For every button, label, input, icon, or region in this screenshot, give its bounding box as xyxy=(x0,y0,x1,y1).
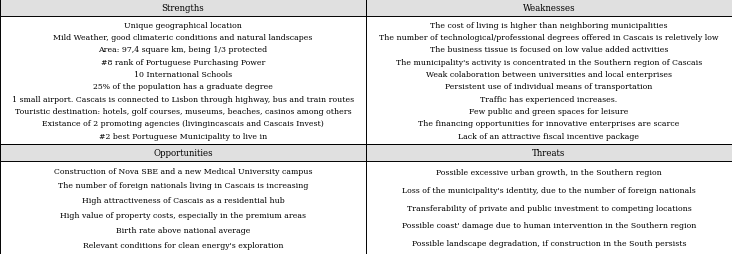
Text: Persistent use of individual means of transportation: Persistent use of individual means of tr… xyxy=(445,83,653,91)
Text: The financing opportunities for innovative enterprises are scarce: The financing opportunities for innovati… xyxy=(418,120,680,128)
Text: #8 rank of Portuguese Purchasing Power: #8 rank of Portuguese Purchasing Power xyxy=(101,58,265,66)
Text: High attractiveness of Cascais as a residential hub: High attractiveness of Cascais as a resi… xyxy=(82,196,284,204)
Text: Unique geographical location: Unique geographical location xyxy=(124,22,242,29)
Text: Possible excessive urban growth, in the Southern region: Possible excessive urban growth, in the … xyxy=(436,168,662,176)
Text: Possible coast' damage due to human intervention in the Southern region: Possible coast' damage due to human inte… xyxy=(402,221,696,229)
Text: Loss of the municipality's identity, due to the number of foreign nationals: Loss of the municipality's identity, due… xyxy=(402,186,696,194)
Text: Construction of Nova SBE and a new Medical University campus: Construction of Nova SBE and a new Medic… xyxy=(53,167,313,175)
Text: Area: 97,4 square km, being 1/3 protected: Area: 97,4 square km, being 1/3 protecte… xyxy=(98,46,268,54)
Text: Possible landscape degradation, if construction in the South persists: Possible landscape degradation, if const… xyxy=(411,239,687,247)
Text: 1 small airport. Cascais is connected to Lisbon through highway, bus and train r: 1 small airport. Cascais is connected to… xyxy=(12,95,354,103)
Text: Birth rate above national average: Birth rate above national average xyxy=(116,226,250,234)
Text: Weak colaboration between universities and local enterprises: Weak colaboration between universities a… xyxy=(426,71,672,78)
Text: Strengths: Strengths xyxy=(162,4,204,13)
Text: Relevant conditions for clean energy's exploration: Relevant conditions for clean energy's e… xyxy=(83,241,283,249)
Text: 25% of the population has a graduate degree: 25% of the population has a graduate deg… xyxy=(93,83,273,91)
Bar xyxy=(366,0,732,17)
Text: The number of foreign nationals living in Cascais is increasing: The number of foreign nationals living i… xyxy=(58,182,308,190)
Text: Traffic has experienced increases.: Traffic has experienced increases. xyxy=(480,95,618,103)
Bar xyxy=(366,144,732,162)
Text: The cost of living is higher than neighboring municipalities: The cost of living is higher than neighb… xyxy=(430,22,668,29)
Bar xyxy=(0,0,366,17)
Text: Few public and green spaces for leisure: Few public and green spaces for leisure xyxy=(469,107,629,116)
Text: 10 International Schools: 10 International Schools xyxy=(134,71,232,78)
Text: Mild Weather, good climateric conditions and natural landscapes: Mild Weather, good climateric conditions… xyxy=(53,34,313,42)
Text: Threats: Threats xyxy=(532,148,566,157)
Text: Opportunities: Opportunities xyxy=(153,148,213,157)
Bar xyxy=(0,144,366,162)
Text: Touristic destination: hotels, golf courses, museums, beaches, casinos among oth: Touristic destination: hotels, golf cour… xyxy=(15,107,351,116)
Text: The municipality's activity is concentrated in the Southern region of Cascais: The municipality's activity is concentra… xyxy=(396,58,702,66)
Text: #2 best Portuguese Municipality to live in: #2 best Portuguese Municipality to live … xyxy=(99,132,267,140)
Text: Weaknesses: Weaknesses xyxy=(523,4,575,13)
Text: Lack of an attractive fiscal incentive package: Lack of an attractive fiscal incentive p… xyxy=(458,132,640,140)
Text: The number of technological/professional degrees offered in Cascais is reletivel: The number of technological/professional… xyxy=(379,34,719,42)
Text: Existance of 2 promoting agencies (livingincascais and Cascais Invest): Existance of 2 promoting agencies (livin… xyxy=(42,120,324,128)
Text: High value of property costs, especially in the premium areas: High value of property costs, especially… xyxy=(60,211,306,219)
Text: Transferability of private and public investment to competing locations: Transferability of private and public in… xyxy=(406,204,692,212)
Text: The business tissue is focused on low value added activities: The business tissue is focused on low va… xyxy=(430,46,668,54)
